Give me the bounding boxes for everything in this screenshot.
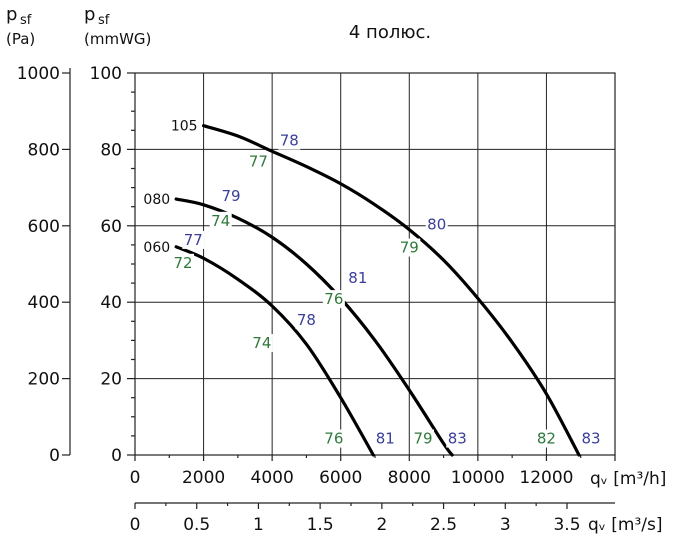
curve-layer xyxy=(174,124,581,457)
y-mm-tick-label: 100 xyxy=(90,64,122,84)
annotation-green-bg xyxy=(322,429,345,448)
x1-tick-label: 4000 xyxy=(251,468,294,488)
annotation-blue-bg xyxy=(295,311,318,330)
x2-tick-label: 2 xyxy=(376,515,387,535)
y-mm-tick-label: 20 xyxy=(100,370,122,390)
annotation-blue: 80 xyxy=(427,216,446,234)
annotation-blue: 83 xyxy=(581,430,600,448)
y-pa-label-sub: sf xyxy=(20,13,32,28)
annotation-green-bg xyxy=(172,253,194,272)
annotation-green-bg xyxy=(322,290,345,309)
annotation-blue-bg xyxy=(446,429,469,448)
y-pa-tick-label: 400 xyxy=(28,293,60,313)
annotation-green-bg xyxy=(209,211,232,230)
annotation-blue-bg xyxy=(220,186,242,205)
y-pa-tick-label: 1000 xyxy=(17,64,60,84)
y-mm-label-unit: (mmWG) xyxy=(84,30,151,48)
x1-tick-label: 2000 xyxy=(182,468,225,488)
curve-080 xyxy=(174,197,454,457)
y-pa-label-unit: (Pa) xyxy=(6,30,35,48)
x2-tick-label: 1 xyxy=(253,515,264,535)
x1-tick-label: 8000 xyxy=(388,468,431,488)
annotation-green: 77 xyxy=(249,153,268,171)
y-pa-tick-label: 800 xyxy=(28,140,60,160)
annotation-blue-bg xyxy=(182,230,205,249)
grid-layer xyxy=(135,73,615,455)
annotation-blue: 77 xyxy=(184,231,203,249)
label-layer: 060 080 105 78 79 77 80 81 78 81 83 83 77 74 72 79 76 74 7… xyxy=(143,119,602,448)
x2-tick-label: 0.5 xyxy=(183,515,210,535)
x1-tick-label: 10000 xyxy=(451,468,505,488)
chart-title: 4 полюс. xyxy=(349,22,431,43)
annotation-blue: 81 xyxy=(348,269,367,287)
annotation-green: 74 xyxy=(211,212,230,230)
x2-tick-label: 0 xyxy=(130,515,141,535)
annotation-green: 74 xyxy=(252,334,271,352)
y-pa-tick-label: 200 xyxy=(28,370,60,390)
annotation-green-bg xyxy=(250,334,273,353)
annotation-green-bg xyxy=(412,429,434,448)
annotation-blue: 83 xyxy=(448,430,467,448)
y-mm-label-sub: sf xyxy=(98,13,110,28)
y-pa-label-main: p xyxy=(6,4,17,25)
annotation-blue: 78 xyxy=(297,311,316,329)
y-mm-tick-label: 80 xyxy=(100,140,122,160)
x2-tick-label: 1.5 xyxy=(307,515,334,535)
annotation-green: 82 xyxy=(537,430,556,448)
curve-label-080: 080 xyxy=(143,192,170,208)
y-pa-tick-label: 0 xyxy=(49,446,60,466)
x1-tick-label: 0 xyxy=(130,468,141,488)
curve-105 xyxy=(201,124,581,457)
annotation-green: 76 xyxy=(324,430,343,448)
annotation-green: 79 xyxy=(400,239,419,257)
curve-060 xyxy=(174,245,375,457)
annotation-green: 72 xyxy=(173,254,192,272)
x2-tick-label: 3 xyxy=(500,515,511,535)
annotation-blue: 78 xyxy=(280,132,299,150)
x2-axis-label: qᵥ [m³/s] xyxy=(588,515,663,535)
plot-frame xyxy=(134,72,616,456)
curve-label-105: 105 xyxy=(171,119,198,135)
y-mm-tick-label: 60 xyxy=(100,217,122,237)
annotation-blue-bg xyxy=(278,131,301,150)
x1-tick-label: 6000 xyxy=(319,468,362,488)
y-pa-tick-label: 600 xyxy=(28,217,60,237)
annotation-blue: 79 xyxy=(221,187,240,205)
annotation-green: 76 xyxy=(324,290,343,308)
curve-label-060: 060 xyxy=(143,240,170,256)
annotation-green: 79 xyxy=(413,430,432,448)
annotation-green-bg xyxy=(535,429,558,448)
annotation-blue: 81 xyxy=(376,430,395,448)
annotation-green-bg xyxy=(247,152,270,171)
x2-tick-label: 3.5 xyxy=(553,515,580,535)
x1-axis-label: qᵥ [m³/h] xyxy=(590,469,666,489)
y-mm-tick-label: 0 xyxy=(111,446,122,466)
x2-tick-label: 2.5 xyxy=(430,515,457,535)
annotation-blue-bg xyxy=(346,269,369,288)
annotation-green-bg xyxy=(398,238,421,257)
annotation-blue-bg xyxy=(425,215,448,234)
annotation-blue-bg xyxy=(580,429,602,448)
annotation-blue-bg xyxy=(374,429,397,448)
y-mm-tick-label: 40 xyxy=(100,293,122,313)
x1-tick-label: 12000 xyxy=(519,468,573,488)
y-mm-label-main: p xyxy=(84,4,95,25)
